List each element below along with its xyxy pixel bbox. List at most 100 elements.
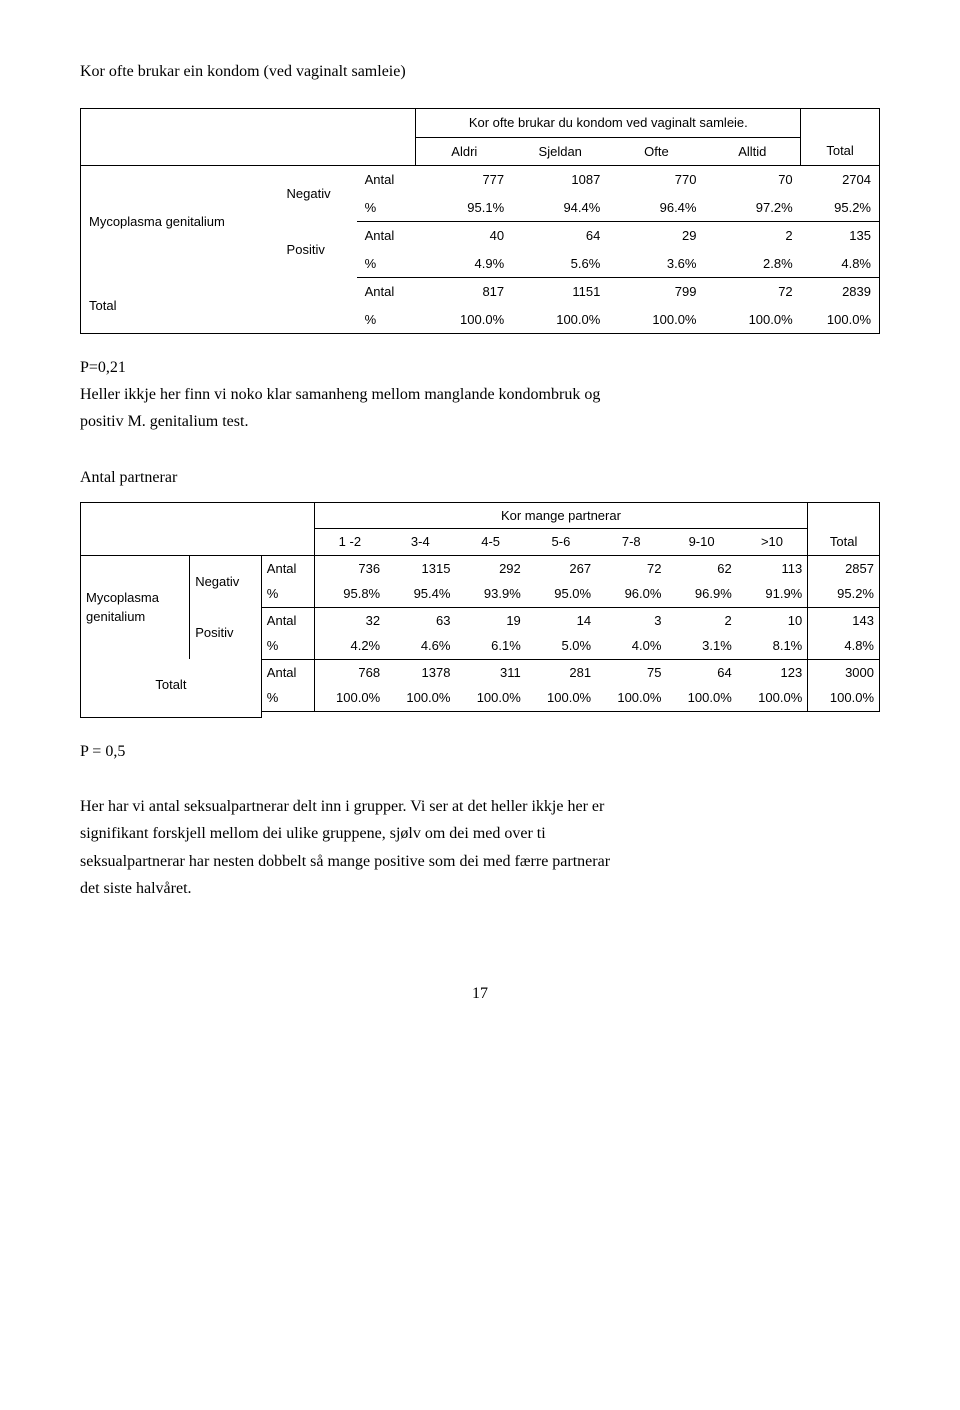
t1-neg-pct-1: 94.4% <box>512 194 608 222</box>
t2-antal-3: Antal <box>261 659 314 685</box>
t2-neg-p2: 93.9% <box>455 581 525 607</box>
t2-tot-p3: 100.0% <box>526 685 596 711</box>
t1-pos-pct-2: 3.6% <box>608 250 704 278</box>
t2-tot-p1: 100.0% <box>385 685 455 711</box>
t1-tot-antal-tot: 2839 <box>801 278 880 306</box>
t1-pos-pct-0: 4.9% <box>416 250 512 278</box>
t2-neg-ptot: 95.2% <box>808 581 880 607</box>
t1-neg-antal-tot: 2704 <box>801 166 880 194</box>
t2-pos-p2: 6.1% <box>455 633 525 659</box>
p1-l3: positiv M. genitalium test. <box>80 413 248 430</box>
t2-pos-a2: 19 <box>455 607 525 633</box>
t1-inner-title: Kor ofte brukar du kondom ved vaginalt s… <box>416 109 801 138</box>
t2-tot-ptot: 100.0% <box>808 685 880 711</box>
t2-pos-a0: 32 <box>314 607 385 633</box>
t2-pos-p5: 3.1% <box>666 633 736 659</box>
t2-pos-p0: 4.2% <box>314 633 385 659</box>
t1-tot-antal-1: 1151 <box>512 278 608 306</box>
t1-neg-pct-0: 95.1% <box>416 194 512 222</box>
t2-col-6: >10 <box>737 529 808 556</box>
t2-pos-a3: 14 <box>526 607 596 633</box>
p1-l1: P=0,21 <box>80 359 126 376</box>
t1-pos-pct-tot: 4.8% <box>801 250 880 278</box>
t2-pct-2: % <box>261 633 314 659</box>
t2-col-4: 7-8 <box>596 529 666 556</box>
p2-l3: seksualpartnerar har nesten dobbelt så m… <box>80 853 610 870</box>
t2-tot-p2: 100.0% <box>455 685 525 711</box>
t2-antal-1: Antal <box>261 555 314 581</box>
t2-neg-a1: 1315 <box>385 555 455 581</box>
t2-neg-p4: 96.0% <box>596 581 666 607</box>
t1-group-label: Mycoplasma genitalium <box>81 166 279 278</box>
t2-pos-ptot: 4.8% <box>808 633 880 659</box>
p2-l1: Her har vi antal seksualpartnerar delt i… <box>80 798 604 815</box>
t1-pos-antal-0: 40 <box>416 222 512 250</box>
t2-tot-a6: 123 <box>737 659 808 685</box>
t1-neg-label: Negativ <box>279 166 357 222</box>
p1-l2: Heller ikkje her finn vi noko klar saman… <box>80 386 600 403</box>
t1-pos-pct-3: 2.8% <box>704 250 800 278</box>
t1-tot-antal-3: 72 <box>704 278 800 306</box>
t2-group-label: Mycoplasma genitalium <box>81 555 190 659</box>
t2-tot-a3: 281 <box>526 659 596 685</box>
page-number: 17 <box>80 982 880 1006</box>
p2-l2: signifikant forskjell mellom dei ulike g… <box>80 825 546 842</box>
partners-table: Kor mange partnerar 1 -2 3-4 4-5 5-6 7-8… <box>80 502 880 719</box>
t1-tot-pct-tot: 100.0% <box>801 306 880 334</box>
section-title: Kor ofte brukar ein kondom (ved vaginalt… <box>80 60 880 84</box>
t2-tot-p6: 100.0% <box>737 685 808 711</box>
p2-l4: det siste halvåret. <box>80 880 192 897</box>
t2-pos-a6: 10 <box>737 607 808 633</box>
t1-neg-antal-3: 70 <box>704 166 800 194</box>
t2-neg-a3: 267 <box>526 555 596 581</box>
t2-tot-a1: 1378 <box>385 659 455 685</box>
t1-pos-pct-1: 5.6% <box>512 250 608 278</box>
subhead: Antal partnerar <box>80 466 880 490</box>
t2-pos-a5: 2 <box>666 607 736 633</box>
para-2: Her har vi antal seksualpartnerar delt i… <box>80 793 880 902</box>
t1-tot-pct-0: 100.0% <box>416 306 512 334</box>
t1-antal-label3: Antal <box>357 278 416 306</box>
t1-neg-antal-1: 1087 <box>512 166 608 194</box>
t1-pos-antal-1: 64 <box>512 222 608 250</box>
t2-tot-atot: 3000 <box>808 659 880 685</box>
t2-neg-a4: 72 <box>596 555 666 581</box>
t1-total-col: Total <box>801 137 880 166</box>
t2-neg-atot: 2857 <box>808 555 880 581</box>
t2-antal-2: Antal <box>261 607 314 633</box>
t1-col-1: Sjeldan <box>512 137 608 166</box>
t2-inner-title: Kor mange partnerar <box>314 502 808 529</box>
t1-tot-antal-2: 799 <box>608 278 704 306</box>
t2-pos-p4: 4.0% <box>596 633 666 659</box>
t2-col-5: 9-10 <box>666 529 736 556</box>
t2-tot-p4: 100.0% <box>596 685 666 711</box>
t1-tot-pct-1: 100.0% <box>512 306 608 334</box>
t2-pos-label: Positiv <box>190 607 262 659</box>
t2-tot-a4: 75 <box>596 659 666 685</box>
t1-tot-antal-0: 817 <box>416 278 512 306</box>
t2-tot-a2: 311 <box>455 659 525 685</box>
t2-col-3: 5-6 <box>526 529 596 556</box>
t2-neg-p1: 95.4% <box>385 581 455 607</box>
t2-neg-a2: 292 <box>455 555 525 581</box>
t2-neg-label: Negativ <box>190 555 262 607</box>
t2-neg-a6: 113 <box>737 555 808 581</box>
t1-col-0: Aldri <box>416 137 512 166</box>
t2-pos-p3: 5.0% <box>526 633 596 659</box>
t1-pct-label2: % <box>357 250 416 278</box>
t2-pos-p6: 8.1% <box>737 633 808 659</box>
t1-col-3: Alltid <box>704 137 800 166</box>
t1-total-label: Total <box>81 278 279 334</box>
t1-pct-label3: % <box>357 306 416 334</box>
t1-neg-antal-2: 770 <box>608 166 704 194</box>
t1-neg-pct-2: 96.4% <box>608 194 704 222</box>
t2-pos-atot: 143 <box>808 607 880 633</box>
t2-tot-a5: 64 <box>666 659 736 685</box>
t2-col-2: 4-5 <box>455 529 525 556</box>
t1-tot-pct-3: 100.0% <box>704 306 800 334</box>
t2-tot-p5: 100.0% <box>666 685 736 711</box>
t1-pos-antal-2: 29 <box>608 222 704 250</box>
t2-neg-p5: 96.9% <box>666 581 736 607</box>
t1-tot-pct-2: 100.0% <box>608 306 704 334</box>
t1-neg-pct-tot: 95.2% <box>801 194 880 222</box>
